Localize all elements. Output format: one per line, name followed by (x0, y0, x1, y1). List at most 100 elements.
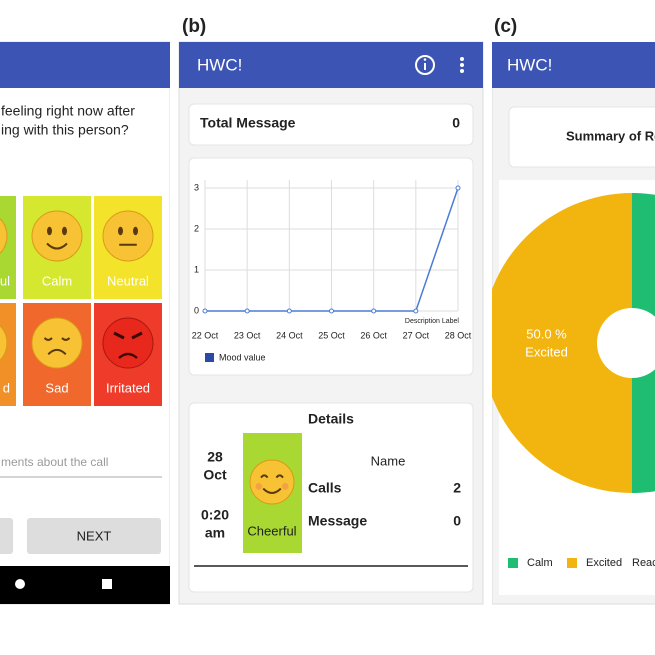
home-button[interactable] (15, 579, 25, 589)
y-tick-label: 0 (194, 305, 199, 315)
recents-button[interactable] (102, 579, 112, 589)
time: 0:20 (201, 507, 229, 523)
donut-hole (597, 308, 655, 378)
legend-label: Excited (586, 557, 622, 569)
eye (133, 226, 138, 236)
legend-swatch (508, 558, 518, 568)
mood-label: d (3, 380, 10, 395)
face (249, 459, 295, 505)
mouth (118, 352, 138, 359)
mood-tile[interactable] (0, 196, 16, 299)
panel-label: (b) (182, 16, 206, 37)
mouth (262, 487, 282, 494)
next-button-label[interactable]: NEXT (77, 528, 112, 543)
details-title: Details (308, 411, 354, 427)
legend-label: Mood value (219, 352, 266, 362)
y-tick-label: 1 (194, 264, 199, 274)
panel-label: (c) (494, 16, 517, 37)
date: Oct (203, 467, 227, 483)
date: 28 (207, 449, 223, 465)
eye (43, 337, 71, 341)
eye (260, 474, 284, 479)
question: feeling right now after (1, 103, 135, 119)
face (0, 324, 8, 362)
y-tick-label: 2 (194, 223, 199, 233)
cheek (255, 483, 263, 490)
menu-dot (460, 63, 464, 67)
mouth (47, 348, 67, 355)
info-icon[interactable] (415, 55, 435, 75)
mood-tile[interactable] (0, 303, 16, 406)
mood-label: Neutral (107, 273, 149, 288)
face (31, 317, 83, 369)
x-tick-label: 23 Oct (234, 330, 261, 340)
x-tick-label: 25 Oct (318, 330, 345, 340)
calls-label: Calls (308, 480, 342, 496)
legend-swatch (205, 353, 214, 362)
point (244, 308, 250, 314)
x-tick-label: 28 Oct (445, 330, 472, 340)
panel-a: feeling right now after ing with this pe… (0, 41, 170, 605)
question: ing with this person? (1, 122, 129, 138)
total-label: Total Message (200, 115, 296, 131)
x-tick-label: 24 Oct (276, 330, 303, 340)
message-label: Message (308, 513, 367, 529)
face (102, 317, 154, 369)
legend-swatch (567, 558, 577, 568)
point (202, 308, 208, 314)
nav-bar (0, 566, 170, 604)
face (102, 210, 154, 262)
x-tick-label: 26 Oct (360, 330, 387, 340)
panel-b: HWC! Total Message 0 Details 28 Oct 0:20… (178, 41, 484, 605)
point (286, 308, 292, 314)
next-button[interactable] (27, 518, 161, 554)
card (188, 103, 474, 146)
info-icon-dot (423, 58, 427, 61)
face (0, 217, 8, 255)
pie-slice (492, 193, 632, 493)
time: am (205, 525, 225, 541)
point (329, 308, 334, 314)
calls-value: 2 (453, 480, 461, 496)
back-button[interactable] (0, 518, 13, 554)
annotation: Description Label (405, 318, 460, 325)
menu-dot (460, 69, 464, 73)
eye (47, 226, 52, 236)
eye (62, 226, 67, 236)
eye (118, 226, 123, 236)
app-bar (492, 42, 655, 88)
legend-label: Reac (632, 557, 655, 569)
face (31, 210, 83, 262)
mood-label: Irritated (106, 380, 150, 395)
x-tick-label: 22 Oct (192, 330, 219, 340)
point (371, 308, 377, 314)
point (455, 185, 461, 191)
legend-label: Calm (527, 557, 553, 569)
slice-value-label: 50.0 % (526, 326, 567, 341)
summary-title: Summary of Re (566, 128, 655, 143)
point (413, 308, 419, 314)
message-value: 0 (453, 513, 461, 529)
mood-label: Sad (45, 380, 68, 395)
menu-dot (460, 57, 464, 61)
mood-label: Cheerful (247, 523, 296, 538)
mouth (46, 242, 68, 250)
mood-label: Calm (42, 273, 72, 288)
x-tick-label: 27 Oct (403, 330, 430, 340)
app-title: HWC! (197, 55, 242, 74)
mood-label: ul (0, 273, 10, 288)
menu-icon[interactable] (460, 57, 464, 73)
app-bar (0, 42, 170, 88)
card (188, 402, 474, 593)
app-title: HWC! (507, 55, 552, 74)
comment-field[interactable]: ments about the call (1, 455, 108, 469)
app-bar (179, 42, 483, 88)
brow (113, 331, 143, 340)
y-tick-label: 3 (194, 182, 199, 192)
name-label: Name (371, 453, 406, 468)
slice-name-label: Excited (525, 344, 568, 359)
total-value: 0 (452, 115, 460, 131)
cheek (281, 483, 289, 490)
card (508, 106, 655, 168)
